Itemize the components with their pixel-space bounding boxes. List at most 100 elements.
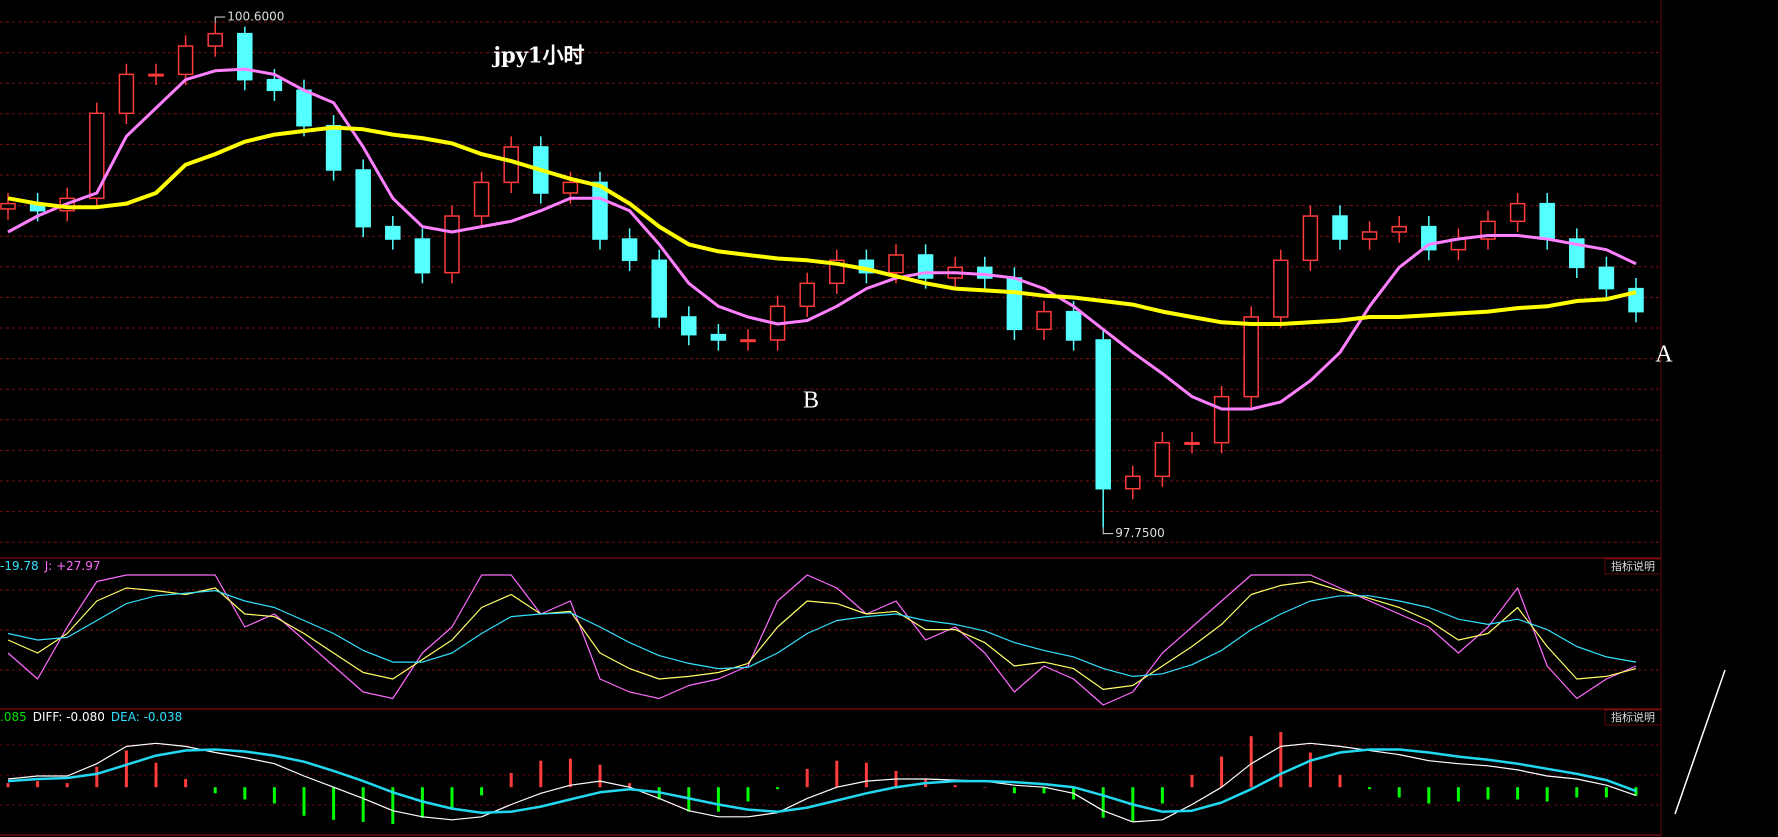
candle-body (118, 73, 135, 115)
candle-body (651, 259, 667, 318)
candle-body (621, 238, 638, 262)
button-frame[interactable] (1604, 709, 1662, 726)
macd-bar (1575, 787, 1579, 798)
candle-body (592, 181, 608, 240)
candle-body (0, 202, 16, 210)
candle-body (710, 333, 727, 341)
macd-bar (1220, 756, 1224, 788)
candle-body (385, 225, 401, 240)
macd-bar (628, 783, 632, 788)
candle-body (1154, 441, 1171, 478)
candle-body (325, 124, 342, 171)
macd-bar (213, 787, 217, 794)
macd-bar (1634, 787, 1638, 796)
candle-body (1036, 310, 1052, 331)
macd-bar (1545, 787, 1549, 802)
macd-bar (716, 787, 720, 812)
kdj-line (7, 590, 1637, 677)
indicator-header: -19.78 J: +27.97 (0, 559, 101, 573)
macd-line (7, 748, 1637, 814)
diff-value: DIFF: -0.080 (33, 710, 105, 724)
macd-bar (864, 762, 868, 788)
candle-body (799, 282, 815, 308)
macd-bar (983, 787, 987, 788)
button-label[interactable]: 指标说明 (1611, 559, 1655, 573)
indicator-button[interactable]: 指标说明 (1604, 709, 1662, 726)
macd-bar (6, 783, 10, 788)
candle-body (1184, 441, 1200, 445)
dea-value: DEA: -0.038 (111, 710, 182, 724)
macd-bar (539, 760, 543, 788)
candle-body (148, 73, 164, 77)
macd-bar (1427, 787, 1431, 804)
macd-bar (1279, 732, 1283, 788)
macd-bar (154, 762, 158, 788)
macd-bar (568, 758, 572, 788)
annotation-label: B (803, 388, 819, 414)
macd-bar (1486, 787, 1490, 800)
macd-bar (1012, 787, 1016, 794)
button-label[interactable]: 指标说明 (1611, 710, 1655, 724)
candle-body (1391, 225, 1407, 233)
macd-bar (65, 783, 69, 788)
macd-value: .085 (0, 710, 27, 724)
candle-body (1006, 277, 1023, 331)
candle-body (1332, 215, 1348, 240)
candle-body (1539, 202, 1555, 240)
macd-bar (1338, 774, 1342, 788)
candle-body (1243, 316, 1259, 398)
candle-body (681, 316, 697, 336)
macd-bar (95, 766, 99, 788)
kdj-line (7, 574, 1637, 706)
candle-body (1125, 475, 1141, 490)
grid (0, 21, 1661, 806)
drawn-line (1674, 669, 1726, 815)
price-label: 100.6000 (227, 10, 284, 24)
button-frame[interactable] (1604, 558, 1662, 575)
macd-bar (776, 787, 780, 790)
macd-bar (184, 779, 188, 788)
macd-bar (835, 760, 839, 788)
macd-bar (1249, 736, 1253, 788)
macd-bar (1308, 752, 1312, 788)
macd-bar (1397, 787, 1401, 798)
candle-body (1598, 266, 1615, 290)
candle-body (1509, 202, 1526, 223)
candle-body (503, 146, 519, 184)
macd-bar (509, 772, 513, 788)
indicator-button[interactable]: 指标说明 (1604, 558, 1662, 575)
price-label: 97.7500 (1115, 526, 1165, 540)
candle-body (1361, 231, 1378, 240)
candle-body (1273, 259, 1289, 318)
candle-body (1095, 339, 1111, 490)
macd-bar (805, 768, 809, 788)
kdj-value: -19.78 (0, 559, 39, 573)
macd-bar (1516, 787, 1520, 800)
macd-bar (450, 787, 454, 810)
kdj-line (7, 580, 1637, 690)
macd-bar (1456, 787, 1460, 802)
macd-bar (272, 787, 276, 804)
price-pointer (214, 16, 226, 24)
macd-bar (361, 787, 365, 822)
chart-title: jpy1小时 (491, 43, 584, 68)
candle-body (1065, 310, 1082, 341)
moving-average (7, 67, 1637, 411)
candle-body (89, 112, 105, 200)
macd-bar (302, 787, 306, 816)
macd-bar (36, 781, 40, 788)
macd-bar (598, 764, 602, 788)
candle-body (1302, 215, 1319, 262)
macd-bar (124, 750, 128, 788)
annotation-label: A (1655, 342, 1673, 368)
candle-body (355, 169, 371, 228)
macd-bar (1160, 787, 1164, 804)
candle-body (444, 215, 460, 274)
candle-body (562, 181, 579, 194)
candle-body (414, 238, 431, 274)
moving-average (7, 125, 1637, 326)
macd-bar (480, 787, 484, 796)
macd-bar (1042, 787, 1046, 794)
